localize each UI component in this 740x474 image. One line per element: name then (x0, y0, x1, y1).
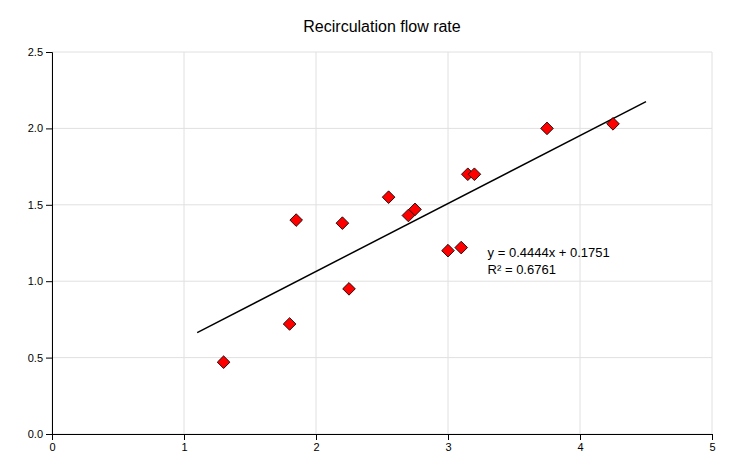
plot: 0 1 2 3 4 5 0.0 0.5 1.0 1.5 2.0 2.5 y = 0.4444x + 0.… (28, 46, 716, 453)
tick: 3 (445, 434, 451, 453)
point (290, 214, 303, 227)
tick: 4 (577, 434, 583, 453)
tick: 2.5 (28, 46, 52, 58)
point (442, 244, 455, 257)
tick: 0 (49, 434, 55, 453)
tick-mark (712, 434, 713, 440)
point (607, 117, 620, 130)
axis-line (46, 53, 53, 435)
tick-mark (46, 205, 52, 206)
tick-mark (316, 434, 317, 440)
grid-line (52, 204, 712, 205)
tick-mark (580, 434, 581, 440)
tick-label: 2 (313, 441, 319, 453)
grid (52, 52, 712, 434)
grid-line (52, 52, 712, 53)
tick-label: 3 (445, 441, 451, 453)
x-axis: 0 1 2 3 4 5 (49, 434, 715, 453)
axis-line (53, 435, 713, 441)
point (541, 122, 554, 135)
tick-mark (448, 434, 449, 440)
point (455, 241, 468, 254)
tick-mark (46, 52, 52, 53)
tick-mark (46, 358, 52, 359)
point (382, 191, 395, 204)
tick-label: 1.0 (28, 275, 43, 287)
grid-line (448, 52, 449, 434)
grid-line (580, 52, 581, 434)
tick: 2.0 (28, 122, 52, 134)
tick-mark (46, 128, 52, 129)
grid-line (712, 52, 713, 434)
point (409, 203, 422, 216)
point (336, 217, 349, 230)
tick-mark (46, 281, 52, 282)
y-axis: 0.0 0.5 1.0 1.5 2.0 2.5 (28, 46, 53, 440)
trend-line (197, 102, 646, 333)
tick-label: 0.0 (28, 428, 43, 440)
tick: 0.0 (28, 428, 52, 440)
point (283, 318, 296, 331)
tick-label: 2.5 (28, 46, 43, 58)
annotation-text: R² = 0.6761 (488, 262, 556, 277)
tick-label: 1.5 (28, 199, 43, 211)
tick-label: 5 (709, 441, 715, 453)
tick-mark (184, 434, 185, 440)
point (217, 356, 230, 369)
tick-label: 0.5 (28, 352, 43, 364)
tick-label: 0 (49, 441, 55, 453)
tick: 1 (181, 434, 187, 453)
tick: 1.5 (28, 199, 52, 211)
tick-label: 1 (181, 441, 187, 453)
tick: 1.0 (28, 275, 52, 287)
tick-label: 2.0 (28, 122, 43, 134)
tick: 2 (313, 434, 319, 453)
grid-line (184, 52, 185, 434)
point (343, 283, 356, 296)
annotation-text: y = 0.4444x + 0.1751 (488, 245, 610, 260)
tick-label: 4 (577, 441, 583, 453)
chart: 0 1 2 3 4 5 0.0 0.5 1.0 1.5 2.0 2.5 y = 0.4444x + 0.… (0, 0, 740, 474)
tick-mark (46, 434, 52, 435)
tick: 5 (709, 434, 715, 453)
marks (197, 102, 646, 369)
annotation: y = 0.4444x + 0.1751 R² = 0.6761 (488, 245, 610, 277)
grid-line (52, 357, 712, 358)
grid-line (52, 281, 712, 282)
point (468, 168, 481, 181)
grid-line (316, 52, 317, 434)
tick: 0.5 (28, 352, 52, 364)
title: Recirculation flow rate (303, 18, 461, 35)
